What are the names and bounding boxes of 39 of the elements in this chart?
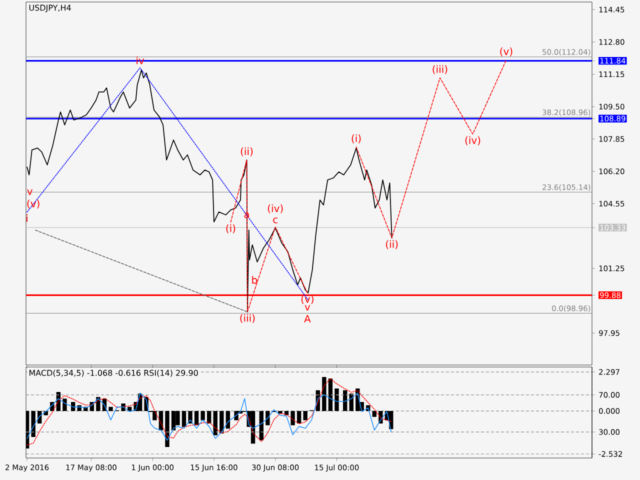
annotation: (iii) (240, 314, 255, 323)
bar (62, 398, 67, 411)
annotation: v (304, 305, 310, 311)
bar (206, 410, 212, 424)
line-series (26, 392, 392, 441)
annotation: i (26, 214, 28, 222)
bar (194, 410, 199, 426)
bar (200, 410, 205, 420)
annotation: (iv) (268, 204, 283, 214)
bar (31, 410, 36, 437)
annotation: (i) (352, 134, 361, 144)
bar (303, 410, 308, 420)
bar (334, 388, 339, 411)
bar (165, 410, 170, 447)
chart-title: MACD(5,34,5) -1.068 -0.616 RSI(14) 29.90 (29, 370, 198, 377)
bar (171, 410, 176, 430)
bar (290, 410, 295, 426)
bar (322, 377, 326, 411)
bar (182, 410, 186, 427)
bar (278, 410, 282, 414)
bar (108, 406, 113, 411)
bar (296, 410, 302, 424)
bar (328, 378, 333, 411)
bar (266, 410, 270, 426)
bar (188, 410, 192, 424)
annotation: v (27, 189, 33, 195)
annotation: (ii) (240, 147, 253, 156)
annotation: A (304, 315, 311, 322)
annotation: (i) (226, 224, 236, 234)
annotation: (ii) (386, 240, 398, 250)
bar (152, 410, 157, 420)
annotation: (iv) (465, 136, 480, 146)
annotation: (v) (500, 47, 512, 56)
annotation: (iii) (432, 65, 448, 74)
annotation: c (273, 218, 278, 224)
annotation: b (252, 276, 258, 284)
annotation: (v) (27, 200, 40, 209)
bar (372, 410, 376, 417)
chart-title: USDJPY,H4 (29, 4, 71, 12)
